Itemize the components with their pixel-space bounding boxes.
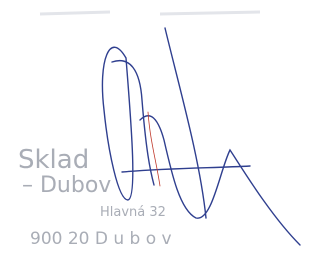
stamp-line: Hlavná 32 xyxy=(100,205,166,220)
stamp-line: 900 20 D u b o v xyxy=(30,229,172,249)
page: {"stamp": {"lines": ["Sklad", "– Dubov",… xyxy=(0,0,310,270)
stamp-line: – Dubov xyxy=(22,173,111,198)
stamp-line: Sklad xyxy=(18,145,89,175)
scan: Sklad – Dubov Hlavná 32 900 20 D u b o v xyxy=(0,0,310,270)
